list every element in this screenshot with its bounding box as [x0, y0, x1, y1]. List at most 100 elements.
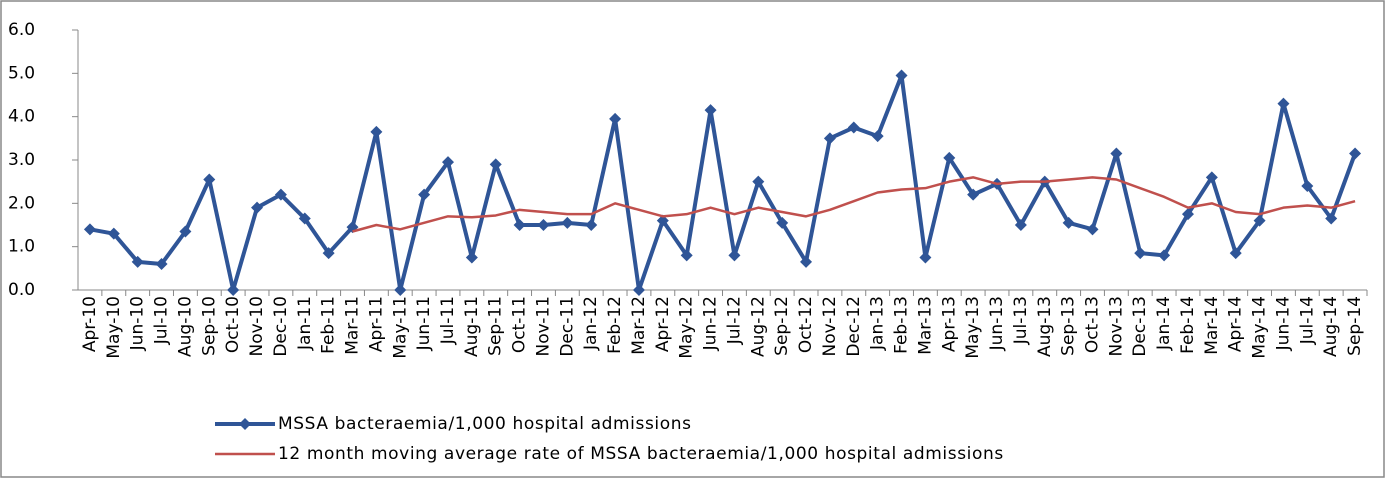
x-tick-label: Jul-14	[1297, 296, 1317, 345]
point-marker	[1349, 147, 1362, 160]
point-marker	[1062, 216, 1075, 229]
y-tick-label: 2.0	[8, 193, 35, 213]
y-tick-label: 6.0	[8, 20, 35, 40]
legend-marker	[239, 418, 251, 430]
x-tick-label: Apr-14	[1226, 296, 1246, 352]
x-tick-label: Jan-13	[868, 296, 888, 351]
point-marker	[298, 212, 311, 225]
x-tick-label: Nov-13	[1106, 296, 1126, 357]
x-tick-label: Oct-13	[1082, 296, 1102, 353]
point-marker	[131, 255, 144, 268]
x-tick-label: Aug-10	[175, 296, 195, 357]
series-line	[352, 176, 1356, 233]
point-marker	[1134, 247, 1147, 260]
x-tick-label: Aug-12	[748, 296, 768, 357]
x-tick-label: Sep-12	[772, 296, 792, 356]
x-tick-label: Oct-10	[223, 296, 243, 353]
point-marker	[1110, 147, 1123, 160]
x-tick-label: Jan-14	[1154, 296, 1174, 351]
x-tick-label: May-10	[104, 296, 124, 359]
x-tick-label: Sep-13	[1059, 296, 1079, 356]
point-marker	[513, 219, 526, 231]
point-marker	[1205, 171, 1218, 184]
y-tick-label: 1.0	[8, 237, 35, 257]
point-marker	[83, 223, 96, 236]
x-tick-label: Jul-13	[1011, 296, 1031, 345]
x-tick-label: Aug-13	[1035, 296, 1055, 357]
point-marker	[418, 188, 431, 201]
point-marker	[179, 225, 192, 238]
x-tick-label: Apr-11	[366, 296, 386, 352]
point-marker	[441, 156, 454, 169]
point-marker	[1014, 219, 1027, 231]
point-marker	[752, 175, 765, 188]
x-tick-label: Dec-10	[271, 296, 291, 357]
point-marker	[489, 158, 502, 171]
x-tick-label: Nov-11	[533, 296, 553, 357]
point-marker	[322, 247, 335, 260]
point-marker	[561, 216, 574, 229]
y-tick-label: 3.0	[8, 150, 35, 170]
point-marker	[1181, 208, 1194, 221]
x-tick-label: Apr-12	[653, 296, 673, 352]
point-marker	[919, 251, 932, 264]
x-tick-label: Jan-11	[295, 296, 315, 351]
point-marker	[704, 104, 717, 117]
x-tick-label: May-13	[963, 296, 983, 359]
point-marker	[967, 188, 980, 201]
point-marker	[943, 151, 956, 164]
point-marker	[155, 258, 168, 270]
point-marker	[776, 216, 789, 229]
x-tick-label: Oct-11	[510, 296, 530, 353]
point-marker	[823, 132, 836, 145]
x-tick-label: Feb-14	[1178, 296, 1198, 354]
point-marker	[1086, 223, 1099, 236]
point-marker	[1325, 212, 1338, 225]
x-tick-label: Jul-11	[438, 296, 458, 345]
x-tick-label: Jun-10	[128, 296, 148, 351]
point-marker	[274, 188, 287, 201]
point-marker	[203, 173, 216, 186]
x-tick-label: Mar-14	[1202, 296, 1222, 355]
point-marker	[394, 284, 407, 296]
x-tick-label: Jun-13	[987, 296, 1007, 351]
x-tick-label: May-12	[677, 296, 697, 359]
x-tick-label: Mar-11	[343, 296, 363, 355]
point-marker	[656, 214, 669, 227]
point-marker	[1229, 247, 1242, 260]
x-tick-label: Feb-11	[319, 296, 339, 354]
x-tick-label: May-14	[1250, 296, 1270, 359]
point-marker	[800, 255, 813, 268]
point-marker	[871, 130, 884, 143]
point-marker	[847, 121, 860, 134]
x-tick-label: May-11	[390, 296, 410, 359]
point-marker	[1253, 214, 1266, 227]
x-tick-label: Sep-14	[1345, 296, 1365, 356]
point-marker	[609, 112, 622, 125]
point-marker	[728, 249, 741, 262]
x-tick-label: Jun-11	[414, 296, 434, 351]
point-marker	[227, 284, 240, 296]
x-tick-label: Dec-13	[1130, 296, 1150, 357]
x-tick-label: Sep-11	[486, 296, 506, 356]
x-tick-label: Jul-12	[724, 296, 744, 345]
x-tick-label: Feb-12	[605, 296, 625, 354]
x-tick-label: Mar-13	[915, 296, 935, 355]
x-tick-label: Oct-12	[796, 296, 816, 353]
y-tick-label: 4.0	[8, 107, 35, 127]
point-marker	[1277, 97, 1290, 110]
x-tick-label: Aug-11	[462, 296, 482, 357]
x-tick-label: Jul-10	[152, 296, 172, 345]
point-marker	[895, 69, 908, 82]
x-tick-label: Nov-12	[820, 296, 840, 357]
point-marker	[465, 251, 478, 264]
point-marker	[585, 219, 598, 231]
y-tick-label: 5.0	[8, 63, 35, 83]
point-marker	[680, 249, 693, 262]
point-marker	[1158, 249, 1171, 262]
x-tick-label: Feb-13	[892, 296, 912, 354]
x-tick-label: Nov-10	[247, 296, 267, 357]
x-tick-label: Dec-11	[557, 296, 577, 357]
point-marker	[1301, 180, 1314, 192]
